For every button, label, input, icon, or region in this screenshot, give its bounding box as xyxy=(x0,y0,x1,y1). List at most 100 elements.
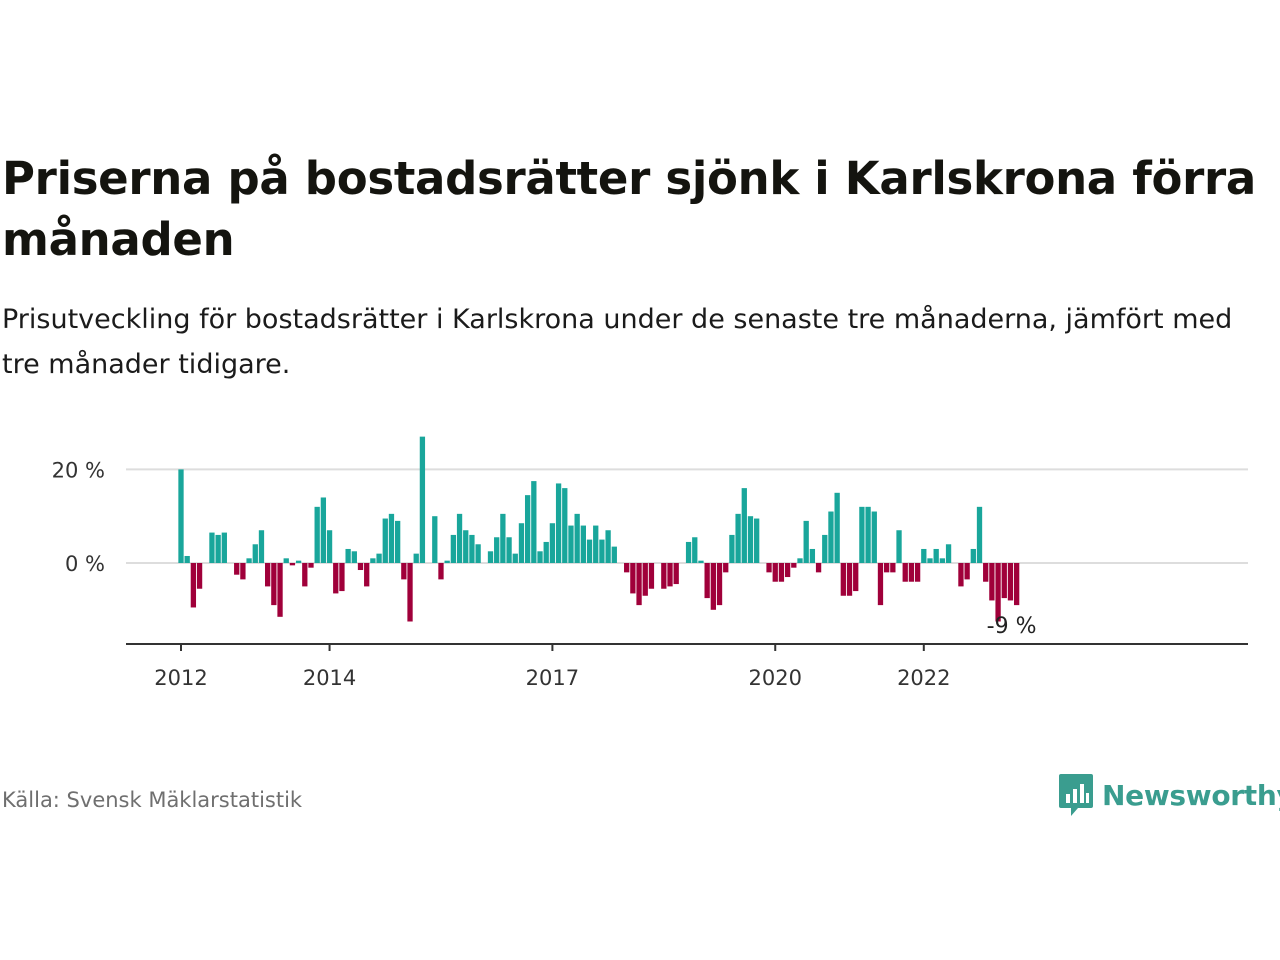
bar xyxy=(661,563,667,589)
bar xyxy=(364,563,370,587)
bar xyxy=(277,563,283,617)
bar xyxy=(624,563,630,573)
bar xyxy=(964,563,970,580)
bar xyxy=(822,534,828,563)
bar xyxy=(921,548,927,563)
x-tick-label: 2014 xyxy=(303,666,356,690)
y-tick-label: 20 % xyxy=(52,458,105,482)
bar xyxy=(339,563,345,592)
bar xyxy=(778,563,785,582)
bar xyxy=(698,560,704,563)
bar xyxy=(537,551,543,563)
bar xyxy=(605,530,611,563)
bar xyxy=(908,563,915,582)
bar xyxy=(784,563,791,578)
bar xyxy=(190,563,197,608)
bar xyxy=(958,563,964,587)
bar xyxy=(388,513,395,563)
bar xyxy=(1001,563,1007,599)
bar xyxy=(890,563,896,573)
newsworthy-logo-text: Newsworthy xyxy=(1102,778,1280,812)
bar xyxy=(933,548,939,563)
bar xyxy=(896,530,902,563)
bar xyxy=(419,436,426,563)
bar xyxy=(766,563,772,573)
newsworthy-logo: Newsworthy xyxy=(1058,772,1280,818)
bar xyxy=(500,513,506,563)
bar xyxy=(1014,563,1020,606)
bar xyxy=(630,563,636,594)
bar xyxy=(945,544,952,563)
bar xyxy=(209,532,215,563)
bar xyxy=(221,532,227,563)
bar xyxy=(791,563,797,568)
x-tick-label: 2022 xyxy=(897,666,950,690)
bar xyxy=(295,560,302,563)
bar xyxy=(884,563,890,573)
bar xyxy=(636,563,642,606)
bar xyxy=(555,483,562,563)
bar xyxy=(809,548,816,563)
bar xyxy=(692,537,698,563)
bar xyxy=(741,488,747,563)
bar xyxy=(772,563,778,582)
bar xyxy=(314,506,320,563)
last-value-label: -9 % xyxy=(987,614,1037,639)
bar xyxy=(828,511,834,563)
bar xyxy=(395,520,401,563)
bar xyxy=(716,563,723,606)
chart-subtitle: Prisutveckling för bostadsrätter i Karls… xyxy=(2,304,1233,380)
bar xyxy=(939,558,946,563)
bar xyxy=(704,563,710,599)
bar xyxy=(196,563,203,589)
bar xyxy=(710,563,716,610)
bar xyxy=(258,530,265,563)
bar xyxy=(648,563,655,589)
bar xyxy=(871,511,877,563)
bar xyxy=(246,558,252,563)
bar xyxy=(531,481,537,563)
bar xyxy=(302,563,308,587)
bar xyxy=(729,534,735,563)
bar xyxy=(234,563,240,575)
bar xyxy=(289,563,296,566)
bar xyxy=(494,537,500,563)
bar xyxy=(469,534,475,563)
bar xyxy=(512,553,518,563)
source-note: Källa: Svensk Mäklarstatistik xyxy=(2,788,303,812)
bar xyxy=(543,541,549,563)
bar xyxy=(803,520,809,563)
bar xyxy=(735,513,741,563)
bar xyxy=(413,553,419,563)
bar xyxy=(524,495,531,563)
bar xyxy=(574,513,580,563)
bar xyxy=(370,558,376,563)
bar xyxy=(252,544,258,563)
bar xyxy=(754,518,760,563)
bar xyxy=(642,563,648,596)
bar xyxy=(914,563,921,582)
bar xyxy=(401,563,407,580)
y-tick-label: 0 % xyxy=(65,552,105,576)
bar xyxy=(438,563,444,580)
bar xyxy=(1007,563,1014,601)
bar xyxy=(747,516,754,563)
bar xyxy=(456,513,463,563)
bar xyxy=(487,551,494,563)
bar xyxy=(797,558,803,563)
bar xyxy=(463,530,469,563)
bar xyxy=(475,544,481,563)
bar xyxy=(989,563,995,601)
bar xyxy=(580,525,586,563)
bar xyxy=(326,530,333,563)
bar xyxy=(407,563,413,622)
bar xyxy=(840,563,846,596)
bar xyxy=(834,492,840,563)
bar xyxy=(308,563,314,568)
newsworthy-logo-icon xyxy=(1059,774,1093,816)
bar xyxy=(853,563,859,592)
bar xyxy=(865,506,871,563)
bar xyxy=(859,506,865,563)
bar xyxy=(723,563,729,573)
chart-title: Priserna på bostadsrätter sjönk i Karlsk… xyxy=(2,152,1256,266)
